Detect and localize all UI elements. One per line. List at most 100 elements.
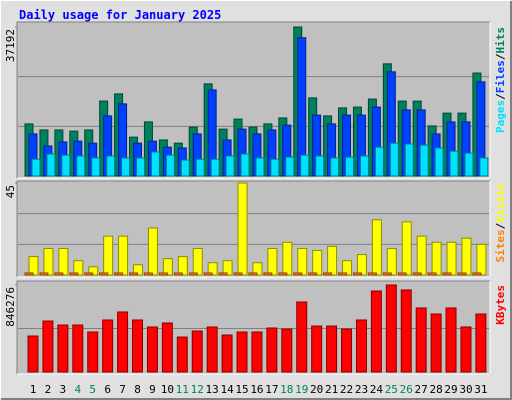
bar	[415, 307, 427, 373]
bar	[327, 245, 338, 276]
bar	[158, 272, 168, 276]
bar	[248, 272, 258, 276]
bar	[28, 256, 39, 276]
bar	[359, 155, 369, 177]
x-tick-label: 3	[60, 383, 67, 396]
bar	[345, 156, 355, 177]
bar	[87, 331, 99, 373]
legend-entry: Sites	[494, 229, 507, 262]
bar	[143, 272, 153, 276]
bar	[39, 272, 49, 276]
bar	[150, 151, 160, 177]
bar	[57, 324, 69, 373]
x-tick-label: 26	[400, 383, 413, 396]
bar	[479, 157, 489, 177]
legend-separator: /	[494, 93, 507, 100]
x-tick-label: 19	[295, 383, 308, 396]
bar	[218, 272, 228, 276]
bar	[461, 237, 472, 276]
bar	[102, 319, 114, 373]
x-tick-label: 1	[30, 383, 37, 396]
x-tick-label: 5	[89, 383, 96, 396]
bar	[221, 334, 233, 373]
bar	[225, 155, 235, 177]
bar	[397, 272, 407, 276]
bar	[240, 153, 250, 177]
bar	[382, 272, 392, 276]
legend-entry: Hits	[494, 27, 507, 54]
bar	[355, 319, 367, 373]
bar	[106, 155, 116, 177]
bar	[263, 272, 273, 276]
bar	[404, 143, 414, 177]
x-tick-label: 11	[176, 383, 189, 396]
bar	[43, 247, 54, 276]
bar	[315, 155, 325, 177]
bar	[114, 272, 124, 276]
bar	[278, 272, 288, 276]
bar	[147, 227, 158, 276]
bar	[192, 247, 203, 276]
bar	[281, 328, 293, 373]
bar	[430, 313, 442, 373]
bar	[446, 241, 457, 276]
bar	[188, 272, 198, 276]
bar	[434, 147, 444, 177]
bar	[54, 272, 64, 276]
bar	[296, 301, 308, 373]
x-tick-label: 28	[429, 383, 442, 396]
bar	[412, 272, 422, 276]
bar	[374, 146, 384, 177]
bar	[121, 157, 131, 177]
bar	[385, 284, 397, 373]
bar	[129, 272, 139, 276]
bar	[103, 235, 114, 276]
x-tick-label: 13	[206, 383, 219, 396]
x-tick-label: 12	[191, 383, 204, 396]
bar	[330, 157, 340, 177]
bar	[206, 326, 218, 373]
x-tick-label: 18	[280, 383, 293, 396]
bar	[338, 272, 348, 276]
bar	[42, 320, 54, 373]
bar	[401, 221, 412, 276]
x-tick-label: 30	[459, 383, 472, 396]
bar	[191, 330, 203, 373]
legend-entry: Pages	[494, 100, 507, 133]
bar	[352, 272, 362, 276]
bar	[31, 158, 41, 177]
bar	[76, 155, 86, 177]
bar	[370, 290, 382, 373]
bar	[308, 272, 318, 276]
x-tick-label: 2	[45, 383, 52, 396]
bar	[449, 150, 459, 177]
bar	[165, 154, 175, 177]
bar	[146, 326, 158, 373]
bar	[367, 272, 377, 276]
bar	[195, 158, 205, 177]
bar	[460, 326, 472, 373]
legend-entry: Visits	[494, 183, 507, 223]
x-tick-label: 23	[355, 383, 368, 396]
bar	[312, 249, 323, 276]
legend-separator: /	[494, 222, 507, 229]
x-tick-label: 17	[265, 383, 278, 396]
bar	[176, 336, 188, 373]
bar	[476, 243, 487, 276]
bar	[27, 335, 39, 373]
bar	[161, 322, 173, 373]
bar	[236, 331, 248, 373]
y-tick-label: 45	[4, 185, 17, 198]
bar	[58, 247, 69, 276]
x-tick-label: 16	[250, 383, 263, 396]
x-tick-label: 22	[340, 383, 353, 396]
x-tick-label: 21	[325, 383, 338, 396]
bar	[233, 272, 243, 276]
bar	[267, 247, 278, 276]
bar	[445, 307, 457, 373]
bar	[386, 247, 397, 276]
x-tick-label: 6	[104, 383, 111, 396]
bar	[69, 272, 79, 276]
